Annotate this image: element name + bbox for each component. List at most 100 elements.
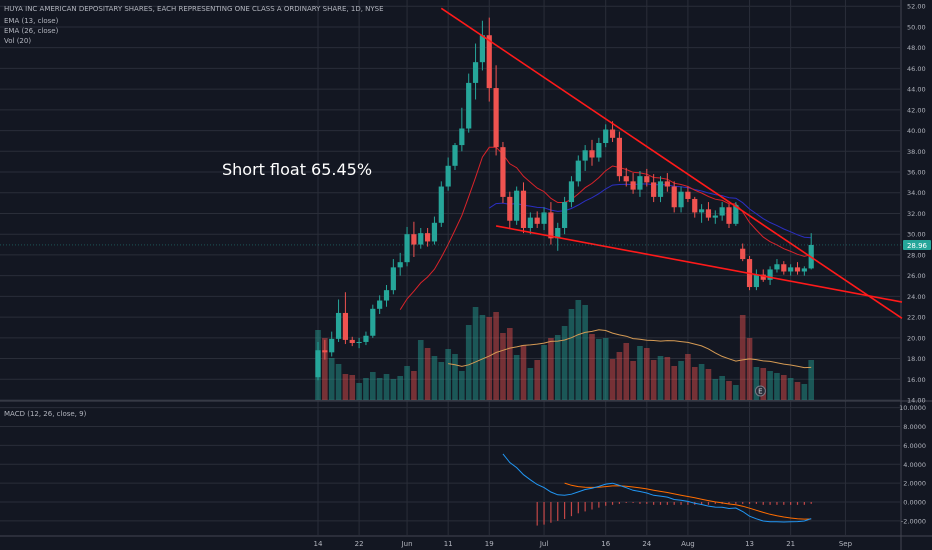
volume-bar <box>678 361 684 400</box>
macd-histogram-bar <box>755 501 757 504</box>
candle-body <box>671 186 677 208</box>
volume-bar <box>712 379 719 400</box>
volume-bar <box>411 371 417 400</box>
macd-histogram-bar <box>536 501 538 526</box>
candle-body <box>342 312 348 340</box>
candle-body <box>794 267 801 272</box>
volume-bar <box>753 367 760 400</box>
macd-histogram-bar <box>618 501 620 504</box>
candle-body <box>390 267 396 291</box>
candle-body <box>562 202 568 228</box>
volume-bar <box>342 374 349 400</box>
volume-bar <box>438 362 445 400</box>
candle-body <box>767 269 773 280</box>
volume-bar <box>575 300 582 400</box>
volume-bar <box>370 372 376 400</box>
price-tick-label: 20.00 <box>907 334 926 342</box>
volume-bar <box>376 378 383 400</box>
price-tick-label: 46.00 <box>907 65 926 73</box>
time-tick-label: 24 <box>642 540 651 548</box>
candle-body <box>329 338 335 353</box>
volume-bar <box>554 335 561 400</box>
candle-body <box>753 274 759 288</box>
volume-bar <box>733 385 739 400</box>
short-float-annotation: Short float 65.45% <box>222 160 373 179</box>
price-tick-label: 48.00 <box>907 44 926 52</box>
macd-histogram-bar <box>769 501 771 505</box>
volume-bar <box>363 378 369 400</box>
volume-bar <box>356 383 362 400</box>
candle-body <box>356 341 362 344</box>
candle-body <box>637 176 643 190</box>
volume-bar <box>472 307 479 400</box>
candle-body <box>596 143 602 158</box>
volume-bar <box>534 360 540 400</box>
candle-body <box>609 129 616 138</box>
volume-bar <box>808 360 814 400</box>
price-tick-label: 26.00 <box>907 272 926 280</box>
volume-bar <box>650 360 657 400</box>
price-tick-label: 38.00 <box>907 148 926 156</box>
macd-label: MACD (12, 26, close, 9) <box>4 410 87 418</box>
time-tick-label: Aug <box>681 540 695 548</box>
candle-body <box>322 350 328 353</box>
current-price-value: 28.96 <box>907 242 928 250</box>
volume-bar <box>507 328 513 400</box>
legend-ema13: EMA (13, close) <box>4 17 59 25</box>
macd-histogram-bar <box>701 501 703 505</box>
candle-body <box>459 128 465 146</box>
candle-body <box>541 212 547 224</box>
volume-bar <box>493 312 499 400</box>
time-tick-label: 14 <box>314 540 323 548</box>
candle-body <box>363 335 369 342</box>
candle-body <box>719 207 725 216</box>
macd-signal-line <box>564 482 812 520</box>
volume-bar <box>465 325 472 400</box>
upper-trendline <box>440 7 903 319</box>
macd-histogram-bar <box>748 501 751 504</box>
price-tick-label: 36.00 <box>907 169 926 177</box>
volume-bar <box>623 343 630 400</box>
time-tick-label: Jul <box>539 540 549 548</box>
volume-bar <box>609 359 616 400</box>
candle-body <box>685 191 691 199</box>
macd-histogram-bar <box>584 501 586 512</box>
volume-bar <box>431 356 438 400</box>
volume-bar <box>390 379 397 400</box>
price-tick-label: 34.00 <box>907 189 926 197</box>
time-tick-label: Sep <box>839 540 853 548</box>
volume-bar <box>746 338 753 400</box>
candle-body <box>582 150 588 161</box>
candle-body <box>589 150 595 158</box>
price-tick-label: 44.00 <box>907 86 926 94</box>
candle-body <box>678 191 684 208</box>
macd-histogram-bar <box>707 501 710 505</box>
candle-body <box>788 267 794 272</box>
earnings-marker-label: E <box>758 388 762 396</box>
ema26-line <box>488 183 812 239</box>
macd-histogram-bar <box>803 501 805 505</box>
volume-bar <box>541 345 547 400</box>
candle-body <box>349 339 355 344</box>
volume-bar <box>561 326 568 400</box>
candle-body <box>507 196 513 221</box>
candle-body <box>644 176 650 183</box>
price-tick-label: 16.00 <box>907 376 926 384</box>
candle-body <box>733 205 739 224</box>
candle-body <box>520 190 527 228</box>
legend-volume: Vol (20) <box>4 37 32 45</box>
volume-bar <box>452 354 458 400</box>
volume-bar <box>335 364 342 400</box>
time-tick-label: 22 <box>355 540 364 548</box>
volume-bar <box>781 375 787 400</box>
volume-bar <box>527 368 534 400</box>
candle-body <box>630 181 636 190</box>
lower-trendline <box>495 225 903 303</box>
macd-tick-label: 6.0000 <box>903 442 926 450</box>
price-tick-label: 52.00 <box>907 3 926 11</box>
candle-body <box>548 212 554 239</box>
price-tick-label: 40.00 <box>907 127 926 135</box>
macd-histogram-bar <box>680 501 682 505</box>
volume-bar <box>328 358 335 400</box>
